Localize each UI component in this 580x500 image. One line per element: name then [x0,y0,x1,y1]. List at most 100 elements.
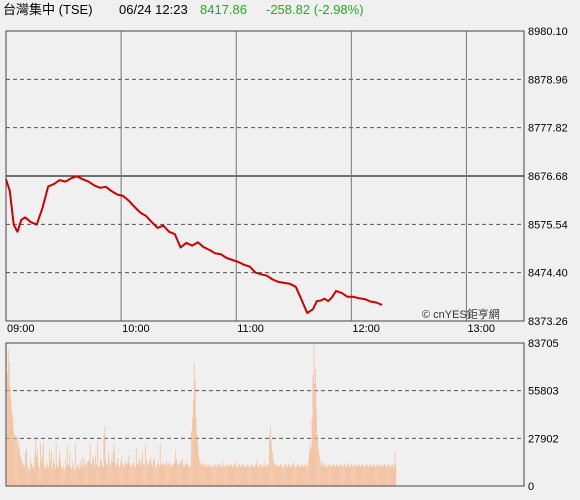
volume-bar [231,465,233,486]
volume-bar [88,460,89,486]
volume-bar [353,467,354,486]
volume-bar [358,463,360,486]
volume-bar [272,451,273,486]
volume-bar [68,465,70,486]
volume-bar [207,467,209,486]
volume-bar [58,462,60,486]
volume-bar [351,463,352,486]
volume-bar [25,451,27,486]
volume-bar [212,465,213,486]
volume-bar [236,465,237,486]
volume-bar [185,465,187,486]
volume-bar [235,462,236,486]
volume-bar [115,467,117,486]
volume-bar [34,453,36,486]
volume-bar [213,467,214,486]
volume-bar [190,465,191,486]
volume-bar [204,465,205,486]
volume-bar [263,462,265,486]
price-frame [5,30,525,322]
volume-bar [176,458,178,486]
volume-bar [279,465,281,486]
volume-bar [239,465,241,486]
price-panel: 8980.10 8878.96 8777.82 8676.68 8575.54 8474.… [5,26,568,486]
volume-bar [97,441,98,486]
volume-bar [146,463,148,486]
volume-bar [249,467,250,486]
volume-bar [87,462,88,486]
volume-bar [105,460,107,486]
volume-bar [333,465,335,486]
volume-bar [228,467,230,486]
volume-bar [324,467,326,486]
volume-bar [109,462,110,486]
volume-bar [129,463,131,486]
volume-bar [81,465,83,486]
volume-bar [36,456,38,486]
volume-bar [219,467,221,486]
volume-bar [256,460,258,486]
volume-bar [292,463,294,486]
volume-bar [343,465,344,486]
volume-bar [303,467,305,486]
volume-bar [332,465,333,486]
volume-bar [33,467,35,486]
volume-bar [208,465,210,486]
volume-bar [370,465,372,486]
volume-bar [332,463,334,486]
volume-bar [295,467,296,486]
volume-bar [318,448,319,486]
volume-bar [126,465,128,486]
volume-bar [112,451,114,486]
volume-bar [315,366,317,486]
volume-bar [82,456,84,486]
volume-bar [173,463,175,486]
volume-bar [170,467,172,486]
volume-bar [180,463,181,486]
volume-bar [271,441,272,486]
volume-bar [344,465,346,486]
volume-bar [40,443,41,486]
volume-bar [116,463,118,486]
volume-bar [346,465,348,486]
volume-bar [214,463,215,486]
volume-bar [367,467,369,486]
volume-bar [331,467,332,486]
volume-bar [69,453,71,486]
volume-bar [157,462,158,486]
volume-bar [250,465,251,486]
volume-bar [151,463,153,486]
volume-plot-area [5,342,525,487]
volume-bar [114,462,116,486]
volume-bar [264,465,266,486]
volume-bar [200,463,201,486]
volume-bar [52,467,53,486]
volume-bar [218,465,220,486]
volume-bar [56,465,58,486]
volume-bar [64,470,65,486]
volume-bar [365,465,366,486]
volume-bar [127,462,129,486]
volume-bar [163,463,165,486]
volume-bar [78,468,80,486]
volume-y-tick-label: 55803 [528,386,559,398]
volume-bar [383,465,385,486]
volume-bar [152,467,154,486]
volume-bar [341,465,342,486]
volume-bar [167,465,168,486]
volume-bar [159,443,161,486]
volume-bar [267,463,269,486]
volume-bar [306,465,307,486]
volume-bar [101,465,103,486]
volume-bar [158,463,159,486]
time-tick-label: 09:00 [7,323,35,335]
volume-bar [345,467,347,486]
volume-bar [222,467,224,486]
volume-bar [181,458,183,486]
volume-bar [143,463,144,486]
volume-bar [285,463,286,486]
volume-bar [274,465,276,486]
volume-bar [287,465,289,486]
volume-bar [301,463,303,486]
volume-bar [18,448,20,486]
